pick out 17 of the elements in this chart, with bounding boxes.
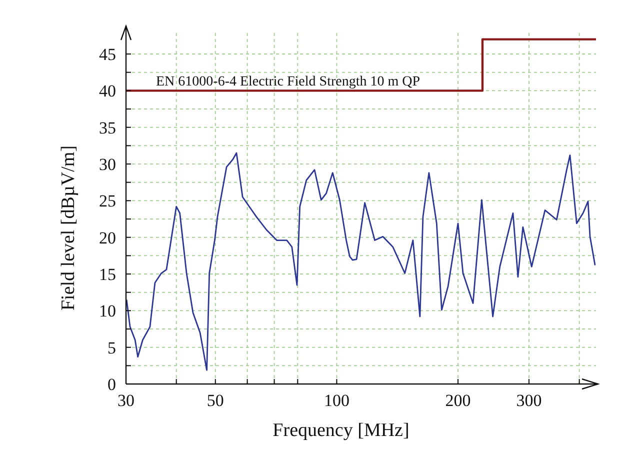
y-tick-label: 20 bbox=[99, 228, 116, 248]
y-tick-label: 25 bbox=[99, 192, 116, 211]
series-label: EN 61000-6-4 Electric Field Strength 10 m QP bbox=[156, 74, 420, 90]
y-axis-title: Field level [dBµV/m] bbox=[58, 145, 79, 311]
y-tick-label: 30 bbox=[99, 155, 116, 174]
y-tick-label: 0 bbox=[108, 375, 116, 394]
x-axis-title: Frequency [MHz] bbox=[272, 420, 410, 441]
y-tick-label: 5 bbox=[108, 338, 116, 358]
y-tick-label: 45 bbox=[99, 45, 116, 64]
x-tick-label: 50 bbox=[206, 391, 224, 410]
x-tick-label: 200 bbox=[445, 391, 471, 410]
y-tick-label: 10 bbox=[99, 302, 116, 321]
x-tick-label: 300 bbox=[516, 391, 542, 410]
y-tick-label: 15 bbox=[99, 265, 116, 284]
y-tick-label: 35 bbox=[99, 118, 116, 138]
y-tick-label: 40 bbox=[99, 82, 116, 101]
x-tick-label: 100 bbox=[324, 391, 350, 410]
